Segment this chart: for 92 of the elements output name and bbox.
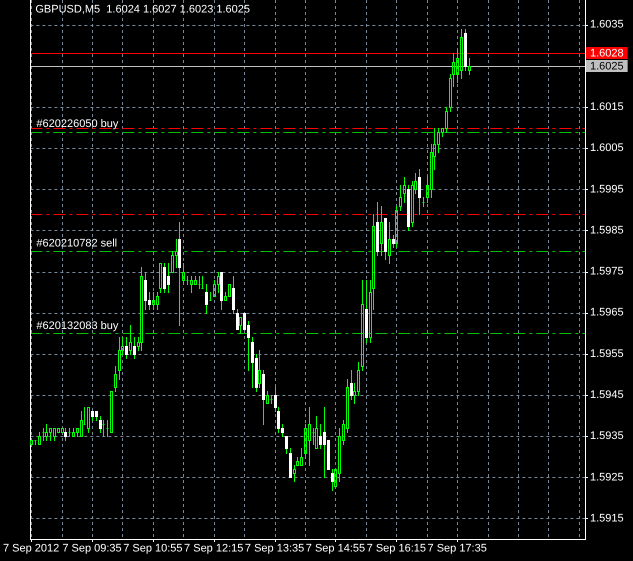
y-tick-label: 1.5965 [590,306,624,319]
candlestick [384,218,387,260]
candlestick [464,28,467,72]
candlestick [57,428,60,433]
x-tick-label: 7 Sep 09:35 [62,542,122,555]
candlestick [194,276,197,285]
y-tick-label: 1.5945 [590,389,624,402]
ref-line-label: 1.6028 [590,48,624,60]
y-tick-label: 1.5935 [590,430,624,442]
candlestick [304,424,307,458]
x-tick-label: 7 Sep 17:35 [428,542,487,555]
candlestick [99,416,102,434]
candlestick [163,262,166,294]
candlestick [399,184,402,212]
y-tick-label: 1.5975 [590,266,624,278]
candlestick [262,370,265,426]
candlestick [95,411,98,422]
candlestick [205,284,208,314]
y-tick-label: 1.5985 [590,224,624,236]
candlestick [125,336,128,360]
candlestick [258,350,261,388]
candlestick [228,284,231,297]
x-tick-label: 7 Sep 16:15 [366,542,426,555]
candlestick [140,266,143,352]
x-tick-label: 7 Sep 13:35 [244,542,304,555]
candlestick [460,28,463,80]
candlestick [30,440,33,445]
chart-title: GBPUSD,M5 1.6024 1.6027 1.6023 1.6025 [35,4,250,16]
candlestick [118,336,121,380]
candlestick [357,362,360,396]
y-tick-label: 1.5915 [590,512,624,524]
candlestick [152,292,155,310]
ref-line-label: #620226050 buy [36,118,119,130]
candlestick [171,250,174,273]
candlestick [266,390,269,404]
candlestick [331,468,334,492]
candlestick [49,428,52,442]
ref-line-label: 1.6025 [590,60,624,73]
y-tick-label: 1.5955 [590,348,624,360]
candlestick [159,263,162,294]
candlestick [395,206,398,248]
candlestick [220,272,223,310]
candlestick [239,317,242,334]
candlestick [64,428,67,442]
candlestick [380,206,383,256]
candlestick [236,308,239,330]
candlestick [418,168,421,216]
candlestick [403,176,406,204]
x-tick-label: 7 Sep 2012 [3,542,60,555]
candlestick [388,222,391,264]
candlestick [213,280,216,297]
candlestick [308,406,311,466]
candlestick [38,432,41,445]
candlestick [468,58,471,76]
candlestick [87,407,90,434]
candlestick [72,428,75,437]
candlestick [167,262,170,294]
y-tick-label: 1.5995 [590,183,624,196]
candlestick [80,410,83,437]
candlestick [315,416,318,449]
candlestick [293,464,296,482]
y-tick-label: 1.6015 [590,101,624,114]
candlestick [300,448,303,466]
candlestick [45,424,48,442]
candlestick [437,128,440,154]
candlestick [251,336,254,388]
candlestick [217,272,220,294]
y-tick-label: 1.6035 [590,18,624,31]
candlestick [289,448,292,478]
candlestick [361,280,364,372]
candlestick [53,428,56,442]
candlestick [285,436,288,454]
ref-line-label: #620132083 buy [36,320,119,332]
candlestick [178,222,181,326]
y-tick-label: 1.5925 [590,471,624,484]
candlestick [445,106,448,134]
candlestick [323,406,326,478]
ref-line-label: #620210782 sell [36,238,118,250]
candlestick [190,276,193,294]
y-tick-label: 1.6005 [590,142,624,154]
candlestick [114,366,117,392]
candlestick [133,336,136,360]
x-tick-label: 7 Sep 12:15 [184,542,244,555]
x-tick-label: 7 Sep 10:55 [123,542,183,555]
candlestick [319,424,322,450]
candlestick [156,292,159,310]
candlestick [110,391,113,433]
candlestick [129,324,132,356]
candlestick [232,276,235,314]
x-tick-label: 7 Sep 14:55 [306,542,366,555]
candlestick [182,262,185,286]
candlestick [407,184,410,232]
